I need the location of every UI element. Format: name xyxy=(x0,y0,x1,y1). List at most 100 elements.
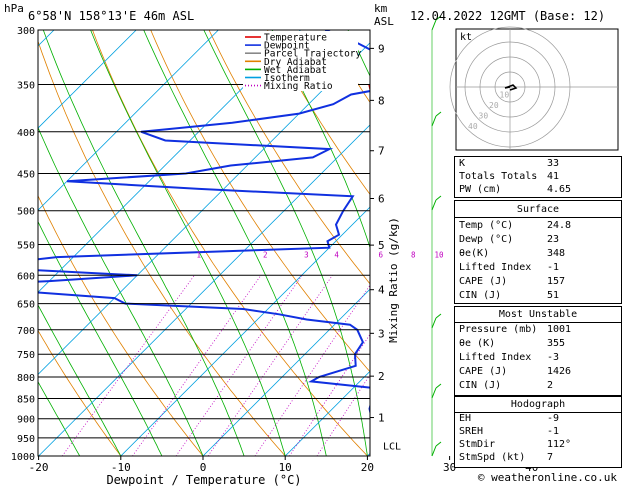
mixing-ratio-line xyxy=(207,275,333,456)
pressure-label: 900 xyxy=(17,415,35,426)
stability-indices-box: K 33 Totals Totals 41 PW (cm) 4.65 xyxy=(454,156,622,198)
mixing-ratio-label: 10 xyxy=(435,250,445,259)
mixing-ratio-label: 8 xyxy=(411,250,416,259)
isotherm xyxy=(38,124,370,456)
hodograph-frame xyxy=(455,28,619,151)
mixing-ratio-label: 2 xyxy=(263,250,268,259)
pressure-label: 600 xyxy=(17,271,35,282)
pressure-label: 750 xyxy=(17,350,35,361)
km-axis-label: km xyxy=(374,2,388,15)
x-axis-label: Dewpoint / Temperature (°C) xyxy=(106,473,301,486)
hodograph-ring-label: 10 xyxy=(500,91,510,100)
wind-barb xyxy=(431,383,442,399)
isotherm xyxy=(38,30,301,293)
hodograph-ring-label: 20 xyxy=(489,101,499,110)
km-label: 1 xyxy=(378,412,385,425)
legend-label: Dry Adiabat xyxy=(264,57,327,68)
wet-adiabat xyxy=(203,30,368,456)
pressure-label: 800 xyxy=(17,373,35,384)
index-row: Lifted Index -3 xyxy=(459,352,560,363)
pressure-label: 650 xyxy=(17,300,35,311)
wet-adiabat xyxy=(90,30,286,456)
dry-adiabat xyxy=(150,30,370,373)
pressure-label: 850 xyxy=(17,394,35,405)
wind-barb xyxy=(431,313,442,329)
datetime-title: 12.04.2022 12GMT (Base: 12) xyxy=(410,9,606,23)
x-tick-label: 20 xyxy=(361,461,374,474)
mixing-ratio-line xyxy=(316,374,370,456)
isotherm xyxy=(38,42,370,376)
index-row: Pressure (mb) 1001 xyxy=(459,324,572,335)
wet-adiabat xyxy=(38,380,81,456)
pressure-label: 550 xyxy=(17,240,35,251)
isotherm xyxy=(38,30,137,129)
pressure-label: 300 xyxy=(17,26,35,37)
wind-barb xyxy=(431,441,442,457)
mixing-ratio-axis-label: Mixing Ratio (g/kg) xyxy=(387,217,400,343)
wet-adiabat xyxy=(271,30,370,249)
legend-label: Wet Adiabat xyxy=(264,65,327,76)
mixing-ratio-label: 4 xyxy=(334,250,339,259)
dewpoint-line xyxy=(38,30,370,416)
isotherm xyxy=(284,370,370,456)
index-row: θe(K) 348 xyxy=(459,248,566,259)
index-row: CAPE (J) 1426 xyxy=(459,366,572,377)
km-label: 2 xyxy=(378,370,385,383)
wind-barbs xyxy=(431,15,442,457)
pressure-label: 400 xyxy=(17,128,35,139)
km-label: 5 xyxy=(378,239,385,252)
pressure-label: 450 xyxy=(17,169,35,180)
pressure-label: 700 xyxy=(17,326,35,337)
wet-adiabat xyxy=(143,30,327,456)
pressure-label: 350 xyxy=(17,81,35,92)
wet-adiabat xyxy=(38,304,122,456)
pressure-label: 950 xyxy=(17,434,35,445)
km-label: 6 xyxy=(378,193,385,206)
isotherm xyxy=(202,288,370,456)
legend-label: Parcel Trajectory xyxy=(264,49,362,60)
dry-adiabat xyxy=(38,329,122,456)
index-row: StmSpd (kt) 7 xyxy=(459,452,554,463)
x-tick-label: 10 xyxy=(279,461,292,474)
legend-label: Dewpoint xyxy=(264,41,310,52)
index-row: θe (K) 355 xyxy=(459,338,566,349)
x-tick-label: 30 xyxy=(443,461,456,474)
pressure-label: 1000 xyxy=(11,452,35,463)
index-row: Totals Totals 41 xyxy=(459,171,560,182)
mixing-ratio-label: 3 xyxy=(304,250,309,259)
km-label: 9 xyxy=(378,42,385,55)
x-tick-label: -20 xyxy=(29,461,49,474)
surface-box: Surface Temp (°C) 24.8 Dewp (°C) 23 θe(K) 3… xyxy=(454,200,622,304)
dry-adiabat xyxy=(92,30,368,456)
hodograph-title: Hodograph xyxy=(510,399,566,410)
mixing-ratio-line xyxy=(289,333,370,456)
isotherm xyxy=(120,206,370,456)
km-label: 4 xyxy=(378,284,385,297)
mixing-ratio-label: 1 xyxy=(197,250,202,259)
most-unstable-title: Most Unstable xyxy=(498,309,578,320)
index-row: Temp (°C) 24.8 xyxy=(459,220,572,231)
index-row: Dewp (°C) 23 xyxy=(459,234,560,245)
pressure-label: 500 xyxy=(17,207,35,218)
hpa-axis-label: hPa xyxy=(4,2,24,15)
mixing-ratio-line xyxy=(61,275,195,456)
index-row: CIN (J) 2 xyxy=(459,380,554,391)
hodograph-trace xyxy=(504,84,518,91)
lcl-label: LCL xyxy=(383,442,401,453)
hodograph-ring-label: 30 xyxy=(479,112,489,121)
km-label: 3 xyxy=(378,327,385,340)
index-row: PW (cm) 4.65 xyxy=(459,184,572,195)
index-row: EH -9 xyxy=(459,413,560,424)
mixing-ratio-line xyxy=(132,275,262,456)
asl-axis-label: ASL xyxy=(374,15,394,28)
legend-label: Mixing Ratio xyxy=(264,81,333,92)
x-tick-label: 0 xyxy=(200,461,207,474)
plot-frame xyxy=(37,29,371,457)
hodograph-ring-label: 40 xyxy=(468,122,478,131)
index-row: StmDir 112° xyxy=(459,439,572,450)
hodograph-box: Hodograph EH -9 SREH -1 StmDir 112° StmSpd … xyxy=(454,396,622,468)
dry-adiabat xyxy=(266,30,370,195)
